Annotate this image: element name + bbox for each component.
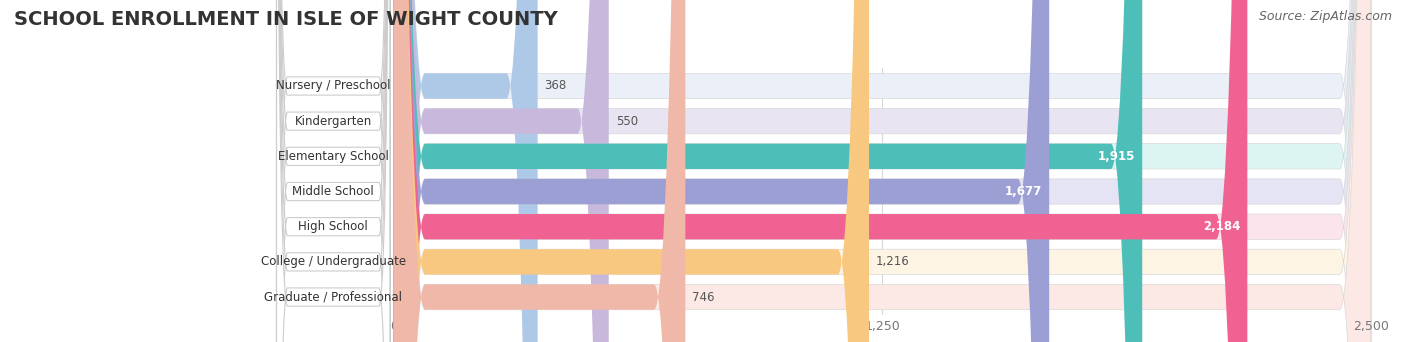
FancyBboxPatch shape [394, 0, 1371, 342]
FancyBboxPatch shape [394, 0, 1371, 342]
Text: SCHOOL ENROLLMENT IN ISLE OF WIGHT COUNTY: SCHOOL ENROLLMENT IN ISLE OF WIGHT COUNT… [14, 10, 558, 29]
Text: 1,915: 1,915 [1098, 150, 1135, 163]
FancyBboxPatch shape [394, 0, 1142, 342]
FancyBboxPatch shape [394, 0, 685, 342]
FancyBboxPatch shape [394, 0, 1371, 342]
FancyBboxPatch shape [394, 0, 869, 342]
Text: 368: 368 [544, 79, 567, 92]
FancyBboxPatch shape [277, 0, 389, 342]
FancyBboxPatch shape [394, 0, 1371, 342]
Text: 2,184: 2,184 [1204, 220, 1240, 233]
Text: Graduate / Professional: Graduate / Professional [264, 291, 402, 304]
FancyBboxPatch shape [277, 0, 389, 342]
FancyBboxPatch shape [394, 0, 1247, 342]
Text: 1,677: 1,677 [1005, 185, 1042, 198]
Text: Kindergarten: Kindergarten [295, 115, 371, 128]
Text: Middle School: Middle School [292, 185, 374, 198]
Text: 550: 550 [616, 115, 638, 128]
Text: Nursery / Preschool: Nursery / Preschool [276, 79, 391, 92]
FancyBboxPatch shape [394, 0, 1371, 342]
Text: College / Undergraduate: College / Undergraduate [260, 255, 406, 268]
Text: Source: ZipAtlas.com: Source: ZipAtlas.com [1258, 10, 1392, 23]
Text: 1,216: 1,216 [876, 255, 910, 268]
FancyBboxPatch shape [394, 0, 1371, 342]
FancyBboxPatch shape [394, 0, 537, 342]
FancyBboxPatch shape [277, 0, 389, 342]
FancyBboxPatch shape [394, 0, 609, 342]
Text: High School: High School [298, 220, 368, 233]
FancyBboxPatch shape [394, 0, 1371, 342]
FancyBboxPatch shape [277, 0, 389, 342]
FancyBboxPatch shape [277, 0, 389, 342]
Text: 746: 746 [692, 291, 714, 304]
FancyBboxPatch shape [277, 0, 389, 342]
FancyBboxPatch shape [277, 0, 389, 342]
Text: Elementary School: Elementary School [278, 150, 388, 163]
FancyBboxPatch shape [394, 0, 1049, 342]
